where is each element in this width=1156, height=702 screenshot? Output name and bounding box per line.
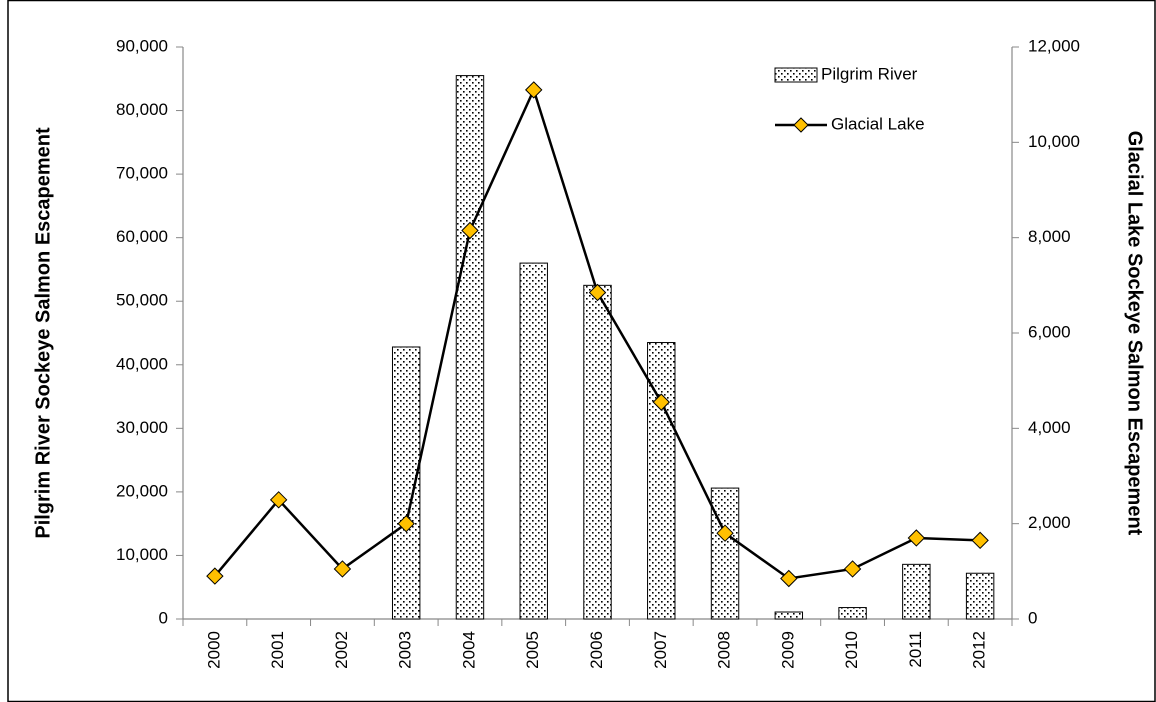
x-tick-label: 2005 [523,631,542,669]
marker [397,514,415,533]
marker [333,560,352,578]
y2-tick-label: 8,000 [1028,227,1071,246]
x-tick-label: 2000 [204,631,223,669]
legend-label: Glacial Lake [831,114,925,133]
y-axis-title: Pilgrim River Sockeye Salmon Escapement [32,127,54,539]
x-tick-label: 2003 [396,631,415,669]
bar [774,611,804,620]
x-tick-label: 2010 [842,631,861,669]
x-tick-label: 2012 [970,631,989,669]
bar [519,262,548,620]
marker [843,560,862,578]
y2-tick-label: 12,000 [1028,36,1080,55]
x-tick-label: 2011 [906,631,925,668]
x-tick-label: 2001 [268,631,287,669]
y2-tick-label: 4,000 [1028,418,1071,437]
y2-tick-label: 2,000 [1028,513,1071,532]
marker [652,393,670,411]
marker [907,529,926,547]
marker [461,221,479,240]
marker [716,524,734,542]
marker [525,81,543,99]
legend-label: Pilgrim River [821,64,918,83]
bar [838,607,867,620]
y-tick-label: 90,000 [116,36,168,55]
y-tick-label: 0 [159,608,168,627]
x-tick-label: 2008 [715,631,734,669]
legend-swatch [774,67,818,83]
y-tick-label: 60,000 [116,227,168,246]
bar [583,284,612,620]
y2-axis-title: Glacial Lake Sockeye Salmon Escapement [1124,131,1146,536]
marker [206,567,224,585]
y-tick-label: 30,000 [116,418,168,437]
y-tick-label: 40,000 [116,354,168,373]
y2-tick-label: 6,000 [1028,322,1071,341]
y2-tick-label: 10,000 [1028,132,1080,151]
y-tick-label: 20,000 [116,481,168,500]
marker [269,491,288,509]
x-tick-label: 2007 [651,631,670,669]
legend-marker [793,117,809,133]
marker [588,283,607,302]
x-tick-label: 2004 [459,631,478,669]
bar [965,572,995,620]
bar [710,487,740,620]
marker [780,569,798,588]
x-tick-label: 2002 [332,631,351,669]
x-tick-label: 2006 [587,631,606,669]
bar [902,563,931,620]
y-tick-label: 70,000 [116,164,168,183]
y-tick-label: 80,000 [116,100,168,119]
bar [455,75,485,620]
y-tick-label: 10,000 [116,545,168,564]
x-tick-label: 2009 [778,631,797,669]
y-tick-label: 50,000 [116,291,168,310]
y2-tick-label: 0 [1028,608,1037,627]
marker [971,531,989,550]
